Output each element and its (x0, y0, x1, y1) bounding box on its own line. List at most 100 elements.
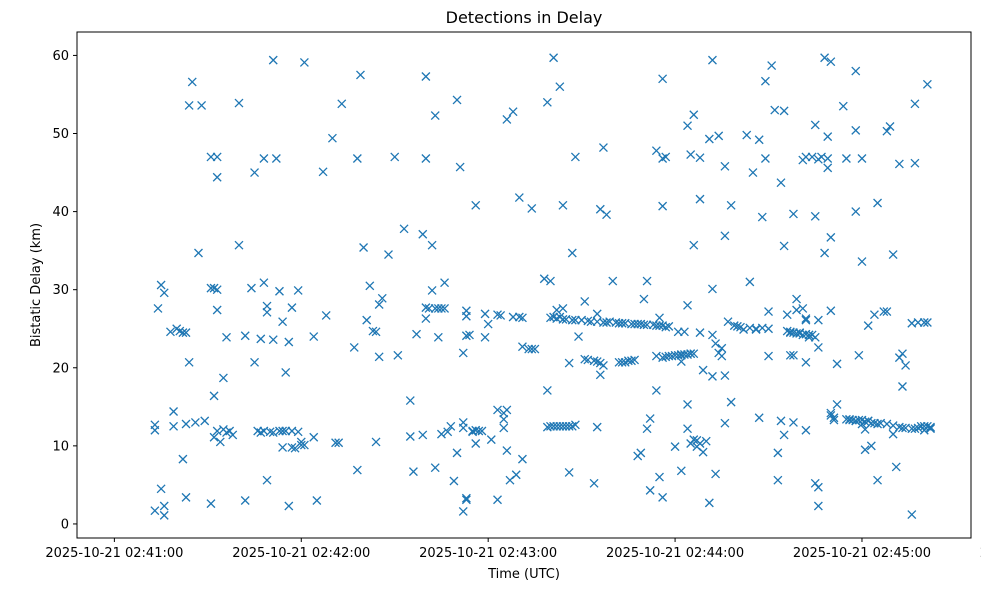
data-point-marker (788, 209, 798, 219)
data-point-marker (851, 207, 861, 217)
data-point-marker (704, 498, 714, 508)
data-point-marker (570, 420, 580, 430)
data-point-marker (293, 427, 303, 437)
y-tick-label: 40 (52, 205, 69, 220)
data-point-marker (776, 416, 786, 426)
data-point-marker (517, 454, 527, 464)
x-tick-label: 2025-10-21 02:45:00 (793, 546, 931, 561)
data-point-marker (873, 475, 883, 485)
data-point-marker (187, 77, 197, 87)
data-point-marker (212, 152, 222, 162)
data-point-marker (278, 426, 288, 436)
data-point-marker (455, 162, 465, 172)
data-point-marker (676, 466, 686, 476)
data-point-marker (841, 154, 851, 163)
data-point-marker (405, 432, 415, 441)
data-point-marker (284, 501, 294, 511)
data-point-marker (486, 435, 496, 445)
data-point-marker (698, 365, 708, 375)
data-point-marker (707, 330, 717, 340)
data-point-marker (757, 212, 767, 222)
data-point-marker (726, 200, 736, 210)
data-point-marker (352, 465, 362, 475)
data-point-marker (910, 424, 920, 434)
data-point-marker (838, 101, 848, 111)
data-point-marker (711, 339, 721, 349)
data-point-marker (707, 284, 717, 294)
data-point-marker (458, 423, 468, 433)
data-point-marker (265, 427, 275, 437)
data-point-marker (493, 495, 502, 505)
data-point-marker (829, 415, 839, 425)
data-point-marker (810, 120, 820, 130)
data-point-marker (200, 416, 210, 426)
data-point-marker (661, 152, 671, 162)
data-point-marker (686, 150, 696, 160)
data-point-marker (567, 315, 577, 325)
data-point-marker (792, 294, 802, 304)
data-point-marker (583, 316, 593, 326)
data-point-marker (695, 194, 705, 204)
data-point-marker (651, 146, 661, 156)
data-point-marker (813, 343, 823, 352)
data-point-marker (433, 332, 443, 342)
data-point-marker (810, 211, 820, 221)
data-point-marker (546, 276, 555, 286)
data-point-marker (327, 133, 337, 143)
x-tick-label: 2025-10-21 02:41:00 (45, 546, 183, 561)
data-point-marker (813, 501, 823, 511)
data-point-marker (458, 348, 468, 358)
data-point-marker (296, 440, 306, 450)
data-point-marker (309, 432, 319, 442)
data-point-marker (760, 154, 770, 163)
data-point-marker (732, 321, 742, 331)
data-point-marker (695, 439, 705, 448)
data-point-marker (592, 422, 602, 432)
data-point-marker (371, 327, 381, 337)
data-point-marker (250, 168, 260, 178)
data-point-marker (689, 240, 699, 250)
y-axis-ticks: 0 10 20 30 40 50 60 (52, 49, 77, 532)
data-point-marker (860, 445, 870, 455)
data-point-marker (496, 310, 506, 320)
data-point-marker (851, 125, 861, 135)
data-point-marker (156, 484, 166, 494)
data-point-marker (452, 448, 462, 458)
data-point-marker (493, 405, 502, 415)
data-point-marker (427, 240, 437, 250)
data-point-marker (222, 332, 231, 342)
data-point-marker (679, 327, 689, 337)
data-point-marker (365, 281, 375, 291)
data-point-marker (508, 107, 518, 117)
data-point-marker (898, 423, 907, 433)
data-point-marker (891, 462, 901, 472)
data-point-marker (190, 417, 200, 427)
data-point-marker (293, 286, 303, 295)
data-point-marker (384, 250, 393, 260)
data-point-marker (334, 438, 344, 448)
data-point-marker (215, 437, 225, 447)
data-point-marker (767, 61, 777, 71)
data-point-marker (197, 100, 207, 110)
data-point-marker (374, 352, 384, 362)
data-point-marker (745, 277, 755, 287)
data-point-marker (829, 413, 839, 423)
data-point-marker (776, 178, 786, 188)
data-point-marker (602, 210, 612, 220)
data-point-marker (742, 130, 752, 140)
data-point-marker (645, 485, 655, 495)
data-point-marker (720, 418, 730, 428)
data-point-marker (299, 440, 309, 450)
data-point-marker (820, 248, 830, 258)
data-point-marker (262, 301, 272, 311)
data-point-marker (178, 328, 188, 338)
data-point-marker (352, 154, 362, 163)
data-point-marker (449, 476, 459, 486)
data-point-marker (748, 168, 758, 178)
data-point-marker (517, 342, 527, 352)
data-point-marker (181, 328, 191, 338)
scatter-series (150, 53, 935, 520)
data-point-marker (493, 310, 502, 320)
data-point-marker (150, 506, 160, 516)
